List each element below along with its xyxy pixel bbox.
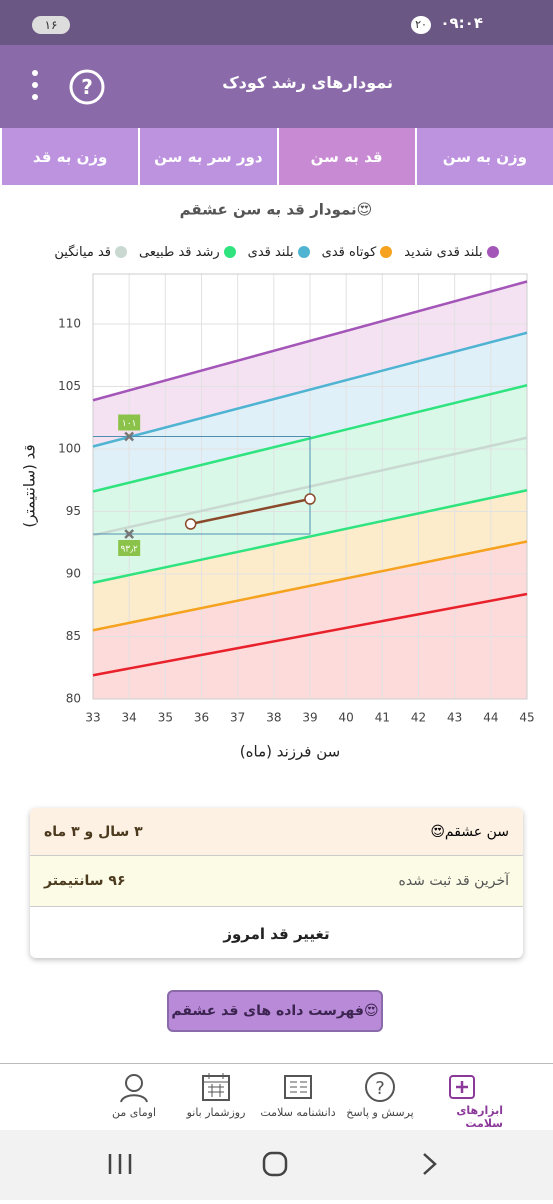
row-value: ۳ سال و ۳ ماه — [44, 823, 143, 840]
x-tick-label: 37 — [230, 711, 245, 725]
grid — [92, 273, 528, 700]
info-row: آخرین قد ثبت شده ۹۶ سانتیمتر — [30, 856, 523, 907]
x-tick-label: 41 — [375, 711, 390, 725]
x-tick-label: 38 — [266, 711, 281, 725]
battery: ۱۶ — [32, 16, 70, 34]
y-tick-label: 80 — [66, 692, 81, 706]
svg-text:?: ? — [81, 75, 93, 99]
child-line — [190, 497, 311, 526]
x-tick-label: 33 — [85, 711, 100, 725]
nav-item[interactable]: دانشنامه سلامت — [257, 1064, 339, 1130]
nav-label: دانشنامه سلامت — [260, 1106, 336, 1119]
legend-item: بلند قدی — [248, 245, 310, 260]
series-line — [92, 331, 528, 448]
badge: ۲۰ — [411, 16, 431, 34]
legend-label: کوتاه قدی — [321, 244, 377, 260]
x-axis-label: سن فرزند (ماه) — [240, 743, 340, 761]
legend-item: کوتاه قدی — [322, 245, 393, 260]
row-label: آخرین قد ثبت شده — [398, 873, 510, 889]
chart: نمودار قد به سن عشقم😍 سن فرزند (ماه) قد … — [21, 201, 535, 761]
series-line — [92, 592, 528, 677]
x-tick-label: 34 — [122, 711, 137, 725]
x-tick-label: 43 — [447, 711, 462, 725]
legend: بلند قدی شدید کوتاه قدی بلند قدی رشد قد طبی… — [0, 240, 553, 264]
series-line — [92, 280, 528, 402]
legend-swatch — [380, 246, 393, 258]
tab[interactable]: دور سر به سن — [138, 128, 276, 185]
child-point — [184, 518, 197, 530]
nav-item[interactable]: ? پرسش و پاسخ — [339, 1064, 421, 1130]
legend-swatch — [115, 246, 128, 258]
y-tick-label: 110 — [58, 317, 81, 331]
nav-item[interactable]: ابزارهای سلامت — [421, 1064, 503, 1130]
nav-label: پرسش و پاسخ — [346, 1106, 414, 1119]
x-tick-label: 35 — [158, 711, 173, 725]
legend-label: قد میانگین — [54, 244, 112, 260]
info-row: سن عشقم😍 ۳ سال و ۳ ماه — [30, 808, 523, 856]
nav-icon — [202, 1073, 230, 1101]
y-tick-label: 105 — [58, 379, 81, 393]
marker-label: ۹۳٫۲ — [120, 545, 138, 555]
nav-icon — [284, 1075, 312, 1099]
legend-label: بلند قدی شدید — [404, 244, 483, 260]
chart-title: نمودار قد به سن عشقم😍 — [180, 201, 373, 219]
nav-label: روزشمار بانو — [186, 1106, 246, 1119]
nav-item[interactable]: روزشمار بانو — [175, 1064, 257, 1130]
reference-box — [93, 436, 311, 535]
y-axis-label: قد (سانتیمتر) — [21, 444, 39, 527]
app-header: نمودارهای رشد کودک ? — [0, 45, 553, 128]
legend-swatch — [486, 246, 499, 258]
marker — [124, 431, 135, 442]
header-title: نمودارهای رشد کودک — [222, 73, 393, 92]
header-icons[interactable]: ? — [26, 67, 116, 107]
series-line — [92, 540, 528, 632]
x-tick-label: 39 — [302, 711, 317, 725]
info-card: سن عشقم😍 ۳ سال و ۳ ماه آخرین قد ثبت شده … — [30, 808, 523, 958]
legend-label: بلند قدی — [247, 244, 294, 260]
legend-item: رشد قد طبیعی — [139, 245, 236, 260]
system-nav-icons[interactable] — [0, 1130, 553, 1200]
tab[interactable]: قد به سن — [276, 128, 415, 185]
marker-label: ۱۰۱ — [122, 419, 137, 429]
legend-item: بلند قدی شدید — [404, 244, 499, 260]
nav-icon — [120, 1074, 148, 1103]
legend-item: قد میانگین — [54, 244, 128, 260]
x-tick-label: 40 — [339, 711, 354, 725]
nav-icon — [449, 1075, 475, 1099]
x-tick-label: 44 — [483, 711, 498, 725]
x-tick-label: 42 — [411, 711, 426, 725]
status-bar: ۰۹:۰۴ ۲۰ ۱۶ — [0, 0, 553, 45]
system-nav — [0, 1130, 553, 1200]
legend-swatch — [223, 246, 236, 258]
tab[interactable]: وزن به قد — [0, 128, 138, 185]
tab[interactable]: وزن به سن — [414, 128, 553, 185]
svg-text:?: ? — [375, 1078, 385, 1099]
x-tick-label: 36 — [194, 711, 209, 725]
nav-item[interactable]: اومای من — [93, 1064, 175, 1130]
y-tick-label: 90 — [66, 567, 81, 581]
marker-label-bg — [118, 540, 141, 556]
marker-label-bg — [118, 414, 141, 431]
legend-swatch — [297, 246, 310, 258]
tab-bar: وزن به سن قد به سن دور سر به سن وزن به قد — [0, 128, 553, 185]
list-button[interactable]: فهرست داده های قد عشقم😍 — [167, 990, 383, 1032]
clock: ۰۹:۰۴ — [440, 14, 483, 32]
child-point — [304, 493, 316, 505]
row-value: ۹۶ سانتیمتر — [44, 873, 126, 889]
nav-label: ابزارهای سلامت — [456, 1104, 503, 1130]
x-tick-label: 45 — [519, 711, 534, 725]
y-tick-label: 85 — [66, 629, 81, 643]
nav-label: اومای من — [112, 1106, 156, 1119]
change-height-button[interactable]: تغییر قد امروز — [223, 925, 330, 943]
marker — [124, 529, 135, 539]
plot-frame — [92, 273, 528, 700]
y-tick-label: 100 — [58, 442, 81, 456]
nav-icon: ? — [365, 1072, 395, 1102]
y-tick-label: 95 — [66, 504, 81, 518]
legend-label: رشد قد طبیعی — [139, 244, 220, 260]
row-label: سن عشقم😍 — [430, 823, 509, 840]
bottom-nav: ابزارهای سلامت? پرسش و پاسخ دانشنامه سلامت… — [0, 1063, 553, 1130]
series-line — [92, 489, 528, 584]
